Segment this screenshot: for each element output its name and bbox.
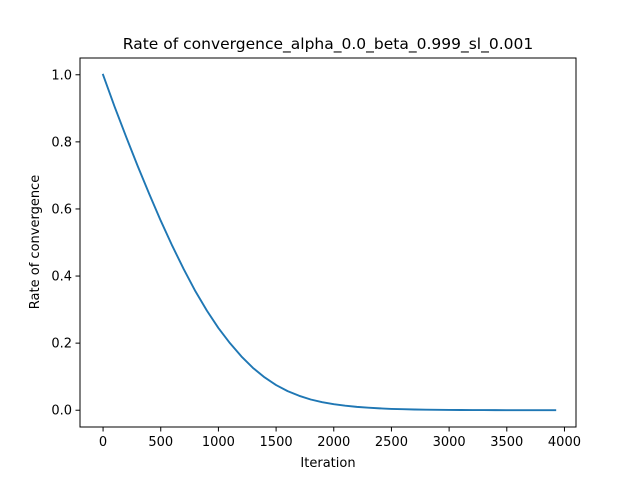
- x-axis-label: Iteration: [300, 456, 355, 471]
- y-tick-label: 0.0: [51, 404, 72, 419]
- axes-frame: [79, 57, 577, 428]
- y-tick-label: 0.4: [51, 270, 72, 285]
- x-tick-label: 4000: [548, 435, 581, 450]
- y-tick-label: 0.8: [51, 135, 72, 150]
- axis-ticks: 0 500 1000 1500 2000 2500 3000 3500 4000 0.0 0.2 0.…: [51, 68, 581, 450]
- x-tick-label: 3500: [490, 435, 523, 450]
- x-tick-label: 2500: [375, 435, 408, 450]
- y-axis-label: Rate of convergence: [28, 175, 43, 309]
- y-tick-label: 0.6: [51, 202, 72, 217]
- x-tick-label: 2000: [317, 435, 350, 450]
- series-line-0: [101, 73, 557, 412]
- x-tick-label: 3000: [433, 435, 466, 450]
- x-tick-label: 500: [148, 435, 173, 450]
- x-tick-label: 0: [99, 435, 107, 450]
- chart-title: Rate of convergence_alpha_0.0_beta_0.999…: [123, 35, 533, 54]
- y-tick-label: 1.0: [51, 68, 72, 83]
- plot-area: [79, 57, 577, 428]
- x-tick-label: 1000: [202, 435, 235, 450]
- x-tick-label: 1500: [260, 435, 293, 450]
- y-tick-label: 0.2: [51, 337, 72, 352]
